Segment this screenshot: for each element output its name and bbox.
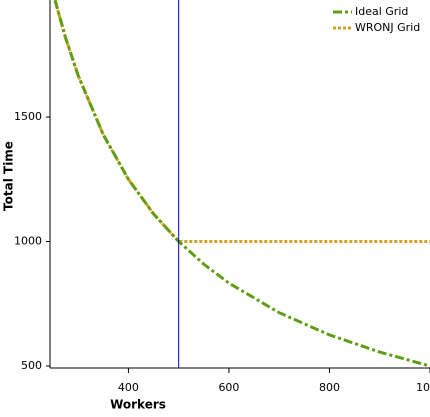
x-tick-label: 600	[218, 381, 239, 394]
legend-label: Ideal Grid	[355, 5, 408, 18]
line-series	[53, 0, 430, 244]
y-tick-label: 1000	[14, 235, 42, 248]
y-tick-label: 500	[21, 359, 42, 372]
y-tick-label: 1500	[14, 110, 42, 123]
plot-area	[53, 0, 430, 368]
x-tick-label: 1000	[416, 381, 430, 394]
legend-label: WRONJ Grid	[355, 21, 420, 34]
line-series	[53, 0, 430, 368]
x-axis-label: Workers	[110, 398, 166, 412]
x-tick-label: 400	[118, 381, 139, 394]
x-tick-label: 800	[319, 381, 340, 394]
y-axis-label: Total Time	[2, 141, 16, 211]
